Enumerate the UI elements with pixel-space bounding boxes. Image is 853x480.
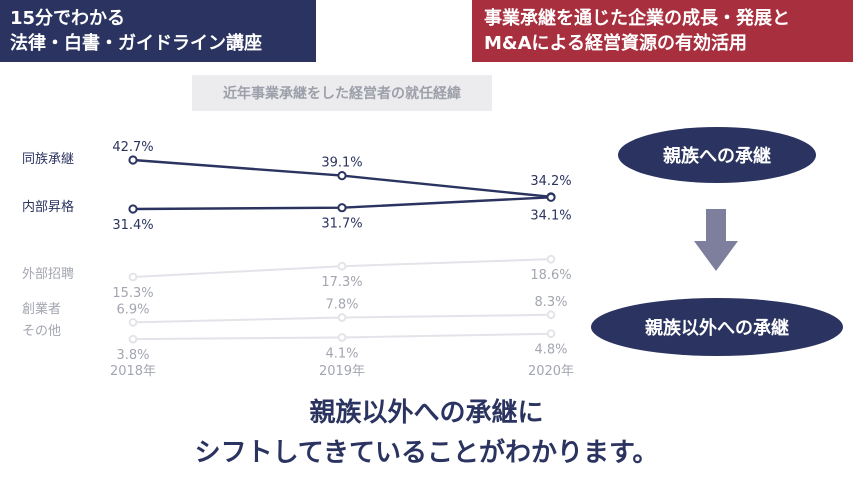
data-label-5-3: 4.8% — [534, 343, 567, 358]
data-point-5-3 — [546, 329, 556, 339]
x-tick-label-2: 2019年 — [319, 364, 365, 379]
family-succession-bubble: 親族への承継 — [618, 127, 816, 183]
topic-badge-line-2: M&Aによる経営資源の有効活用 — [484, 33, 747, 54]
succession-line-chart: 42.7% 39.1% 34.2% 同族承継 31.4% 31.7% 34.1% 内部昇格 15… — [22, 140, 574, 379]
data-point-3-3 — [546, 254, 556, 264]
data-point-4-3 — [546, 310, 556, 320]
series-legend-1: 同族承継 — [22, 151, 74, 167]
data-point-1-1 — [128, 155, 138, 165]
down-arrow-icon — [694, 209, 738, 271]
data-point-2-3 — [546, 192, 556, 202]
data-label-1-2: 39.1% — [321, 156, 362, 171]
data-label-4-1: 6.9% — [116, 302, 149, 317]
topic-badge-line-1: 事業承継を通じた企業の成長・発展と — [484, 8, 790, 29]
course-badge-line-1: 15分でわかる — [10, 8, 126, 29]
conclusion-line-1: 親族以外への承継に — [309, 398, 544, 428]
data-point-2-1 — [128, 204, 138, 214]
data-point-1-2 — [337, 171, 347, 181]
data-label-2-2: 31.7% — [321, 217, 362, 232]
series-legend-3: 外部招聘 — [22, 267, 74, 282]
chart-title: 近年事業承継をした経営者の就任経緯 — [192, 75, 492, 111]
conclusion-line-2: シフトしてきていることがわかります。 — [194, 438, 659, 468]
data-point-4-1 — [128, 317, 138, 327]
x-tick-label-1: 2018年 — [110, 364, 156, 379]
data-label-1-1: 42.7% — [112, 140, 153, 155]
data-point-3-1 — [128, 272, 138, 282]
topic-badge: 事業承継を通じた企業の成長・発展と M&Aによる経営資源の有効活用 — [472, 0, 853, 62]
non-family-succession-bubble: 親族以外への承継 — [591, 298, 843, 356]
series-legend-2: 内部昇格 — [22, 199, 74, 215]
data-label-3-1: 15.3% — [112, 286, 153, 301]
data-label-4-3: 8.3% — [534, 295, 567, 310]
data-point-4-2 — [337, 313, 347, 322]
data-point-2-2 — [337, 203, 347, 213]
data-label-3-2: 17.3% — [321, 275, 362, 290]
data-label-1-3: 34.2% — [530, 174, 571, 189]
data-label-3-3: 18.6% — [530, 268, 571, 283]
data-point-5-2 — [337, 333, 347, 342]
series-legend-5: その他 — [22, 324, 61, 339]
data-label-5-2: 4.1% — [325, 346, 358, 361]
x-tick-label-3: 2020年 — [528, 364, 574, 379]
data-label-2-3: 34.1% — [530, 208, 571, 223]
course-badge-line-2: 法律・白書・ガイドライン講座 — [10, 33, 262, 54]
data-point-5-1 — [128, 334, 138, 344]
data-label-2-1: 31.4% — [112, 218, 153, 233]
data-label-5-1: 3.8% — [116, 348, 149, 363]
conclusion-text: 親族以外への承継に シフトしてきていることがわかります。 — [0, 393, 853, 473]
data-point-3-2 — [337, 261, 347, 271]
course-badge: 15分でわかる 法律・白書・ガイドライン講座 — [0, 0, 316, 62]
data-label-4-2: 7.8% — [325, 298, 358, 313]
series-legend-4: 創業者 — [22, 301, 61, 317]
